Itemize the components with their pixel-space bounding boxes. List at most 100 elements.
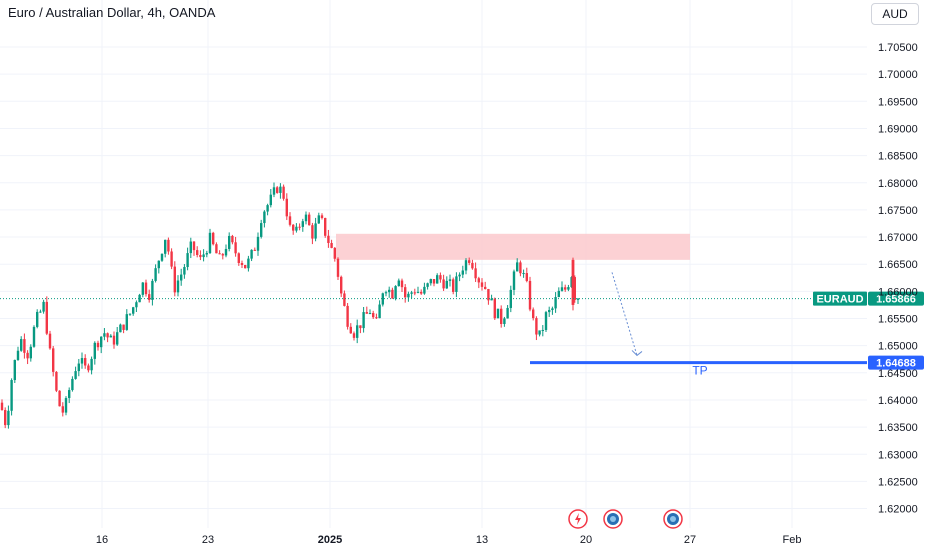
candle-body: [560, 287, 564, 291]
candle-body: [480, 282, 484, 287]
candle-body: [477, 278, 480, 283]
candle-body: [10, 380, 13, 411]
x-tick-label: Feb: [783, 534, 802, 546]
candle-body: [301, 221, 304, 227]
candle-body: [196, 250, 199, 256]
x-axis: 16 23 2025 13 20 27 Feb: [96, 534, 802, 546]
candle-body: [416, 291, 420, 293]
candle-body: [554, 297, 557, 309]
flag-icon[interactable]: [663, 509, 683, 529]
candle-body: [429, 279, 432, 284]
lightning-icon[interactable]: [568, 509, 588, 529]
candle-body: [544, 312, 548, 330]
candle-body: [340, 276, 343, 294]
candles: [0, 182, 580, 429]
candle-body: [205, 253, 208, 255]
flag-icon[interactable]: [603, 509, 623, 529]
candle-body: [400, 280, 404, 288]
candle-body: [202, 254, 205, 258]
candle-body: [154, 268, 157, 281]
candle-body: [571, 259, 575, 305]
candle-body: [375, 317, 378, 319]
candle-body: [157, 260, 160, 269]
candle-body: [29, 346, 32, 359]
candle-body: [234, 242, 237, 254]
candle-body: [263, 211, 266, 224]
y-tick-label: 1.68000: [878, 178, 918, 190]
candle-body: [391, 289, 394, 299]
candle-body: [442, 279, 445, 289]
candle-body: [493, 298, 496, 319]
candle-body: [384, 292, 388, 294]
y-tick-label: 1.62500: [878, 476, 918, 488]
candle-body: [298, 226, 301, 228]
candle-body: [23, 339, 26, 353]
y-tick-label: 1.65000: [878, 341, 918, 353]
candle-body: [346, 305, 349, 327]
candle-body: [285, 198, 288, 217]
candle-body: [484, 286, 487, 290]
candle-body: [221, 254, 224, 256]
y-tick-label: 1.67500: [878, 205, 918, 217]
candle-body: [186, 253, 189, 268]
candle-body: [164, 239, 167, 254]
candle-body: [282, 186, 285, 199]
y-tick-label: 1.70000: [878, 69, 918, 81]
candle-body: [112, 335, 116, 345]
candle-body: [372, 313, 375, 318]
candle-body: [413, 292, 416, 294]
candle-body: [445, 280, 448, 289]
candle-body: [365, 312, 368, 314]
candle-body: [368, 313, 372, 315]
candle-body: [557, 290, 560, 298]
currency-selector[interactable]: AUD: [871, 3, 919, 25]
candle-body: [567, 287, 570, 290]
candle-body: [503, 318, 506, 324]
candle-body: [109, 335, 112, 338]
x-tick-label: 23: [202, 534, 214, 546]
candle-body: [55, 371, 58, 391]
candle-body: [439, 275, 442, 280]
candle-body: [308, 214, 311, 226]
candle-body: [292, 224, 295, 231]
candle-body: [247, 258, 250, 269]
candle-body: [320, 215, 324, 218]
candle-body: [199, 255, 202, 258]
candle-body: [125, 314, 128, 330]
candle-body: [528, 280, 532, 310]
candle-body: [237, 253, 240, 263]
candle-body: [26, 352, 29, 359]
candle-body: [52, 348, 55, 372]
candle-body: [423, 286, 426, 294]
candle-body: [170, 251, 173, 267]
candle-body: [0, 402, 4, 411]
candle-body: [167, 239, 170, 252]
candle-body: [250, 249, 253, 259]
candle-body: [208, 232, 212, 254]
y-tick-label: 1.65500: [878, 314, 918, 326]
x-tick-label: 2025: [318, 534, 342, 546]
y-tick-label: 1.63500: [878, 422, 918, 434]
event-icons: [568, 509, 683, 529]
candle-body: [224, 248, 228, 256]
candle-body: [464, 260, 468, 271]
candle-body: [397, 280, 400, 287]
candle-body: [84, 358, 87, 366]
candle-body: [452, 279, 455, 292]
candle-body: [330, 243, 333, 248]
x-tick-label: 27: [684, 534, 696, 546]
candle-body: [564, 287, 567, 290]
candle-body: [333, 247, 336, 259]
y-tick-label: 1.64500: [878, 368, 918, 380]
candle-body: [512, 271, 516, 290]
y-tick-label: 1.67000: [878, 232, 918, 244]
candle-body: [324, 217, 327, 236]
last-price-label: 1.65866: [876, 294, 916, 306]
symbol-tag: [813, 291, 867, 306]
candle-body: [266, 205, 269, 212]
candle-body: [119, 324, 122, 333]
candle-body: [138, 294, 141, 303]
last-price-tag: [868, 291, 924, 306]
candle-body: [349, 326, 352, 334]
